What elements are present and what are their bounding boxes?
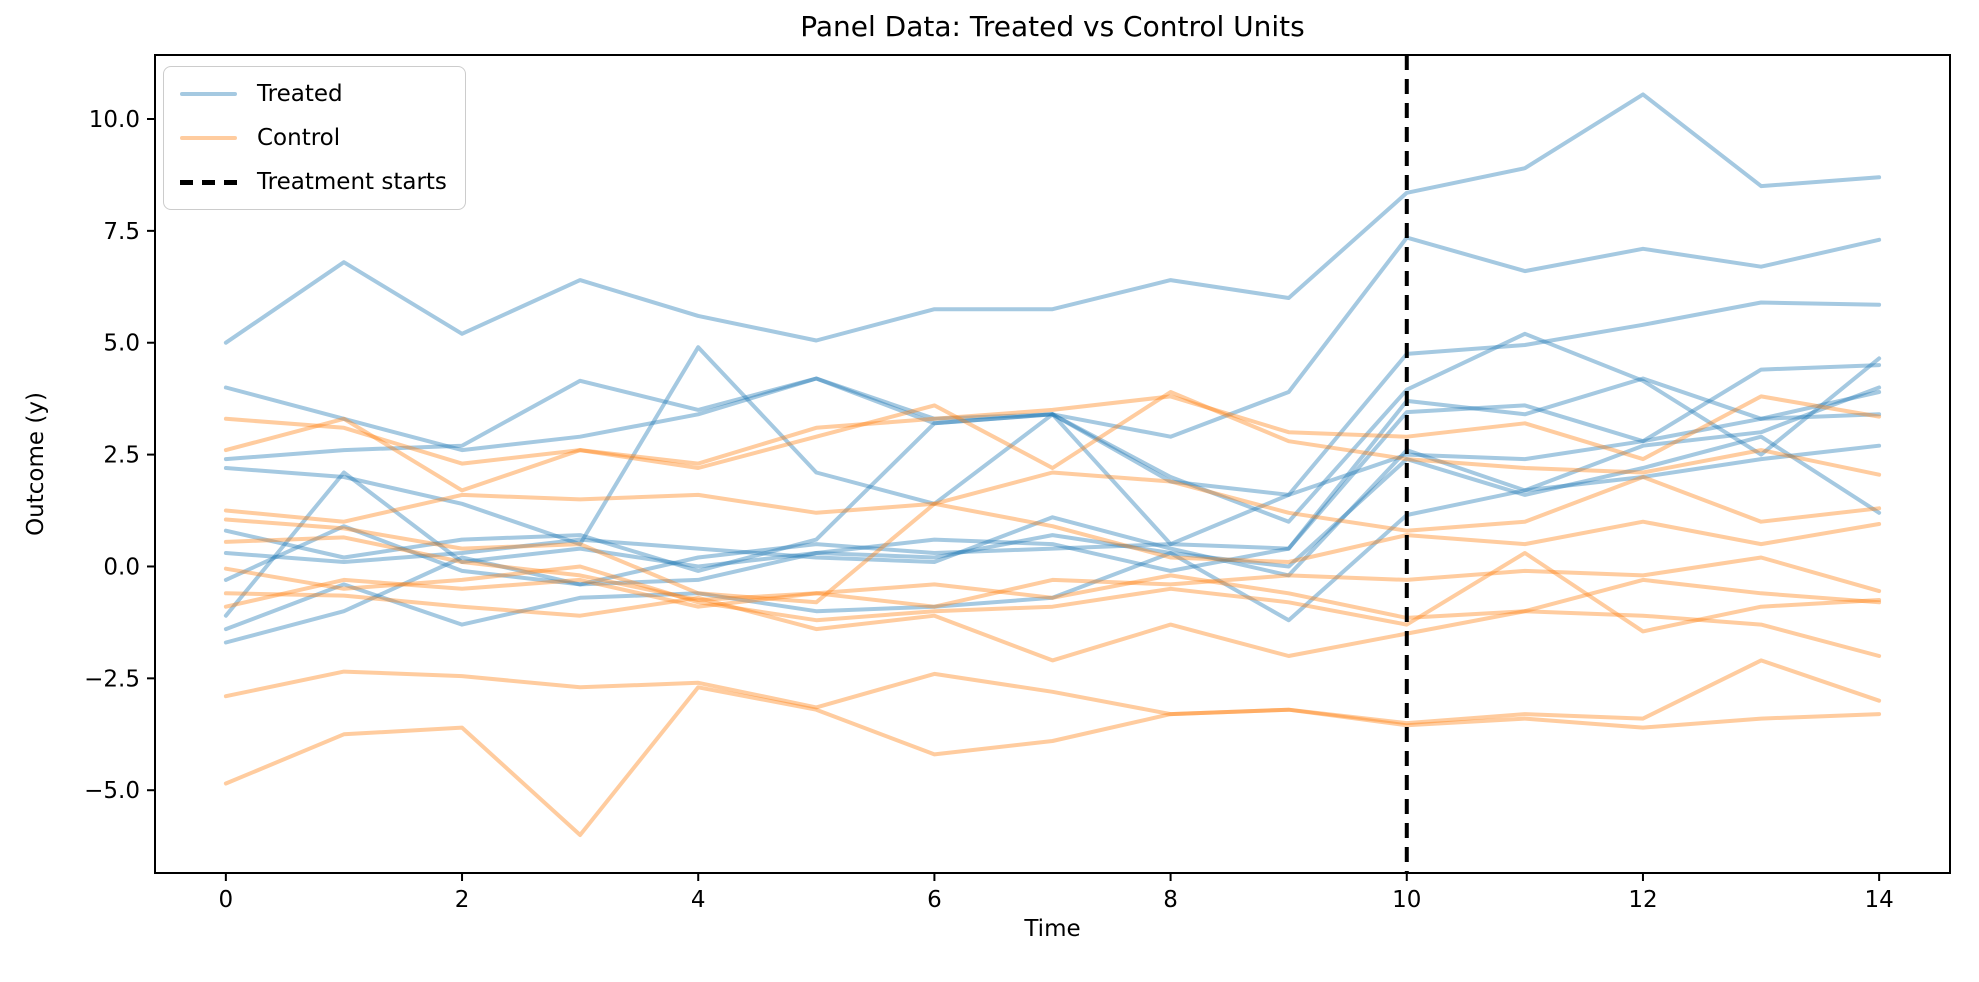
legend-label-treated: Treated (257, 81, 343, 107)
x-tick-label: 2 (455, 887, 470, 913)
legend-item-treatment-starts: Treatment starts (180, 165, 447, 199)
x-tick-label: 10 (1392, 887, 1421, 913)
series-line-treated-2 (223, 235, 1882, 453)
legend-item-treated: Treated (180, 77, 447, 111)
series-line-control-3 (223, 470, 1882, 533)
axes-frame (154, 54, 1951, 874)
y-tick-label: −5.0 (84, 778, 140, 804)
series-line-control-8 (223, 573, 1882, 620)
series-line-treated-8 (223, 376, 1882, 618)
series-line-control-7 (223, 591, 1882, 663)
y-tick-label: 5.0 (103, 331, 140, 357)
x-tick-label: 0 (219, 887, 234, 913)
series-line-control-2 (223, 390, 1882, 493)
series-line-control-5 (223, 535, 1882, 609)
series-line-control-10 (223, 658, 1882, 837)
treated-line-swatch (180, 92, 237, 96)
series-line-treated-9 (223, 443, 1882, 632)
x-tick-label: 4 (691, 887, 706, 913)
series-line-control-1 (223, 394, 1882, 466)
y-tick-label: 2.5 (103, 443, 140, 469)
series-line-treated-4 (223, 331, 1882, 547)
control-line-swatch (180, 136, 237, 140)
x-tick-label: 12 (1628, 887, 1657, 913)
x-tick-label: 8 (1163, 887, 1178, 913)
series-line-treated-1 (223, 92, 1882, 345)
x-axis-label: Time (1024, 916, 1081, 942)
legend-label-control: Control (257, 125, 341, 151)
series-line-treated-7 (223, 390, 1882, 587)
series-line-treated-10 (223, 434, 1882, 645)
series-line-treated-3 (223, 300, 1882, 497)
y-tick-label: 10.0 (89, 107, 140, 133)
y-tick-label: −2.5 (84, 666, 140, 692)
legend: Treated Control Treatment starts (163, 66, 466, 210)
chart-title: Panel Data: Treated vs Control Units (800, 10, 1305, 43)
series-line-treated-5 (223, 363, 1882, 573)
y-tick-label: 0.0 (103, 554, 140, 580)
series-line-control-6 (223, 551, 1882, 634)
treatment-starts-dashed-swatch (180, 179, 237, 185)
x-tick-label: 6 (927, 887, 942, 913)
series-line-control-4 (223, 501, 1882, 605)
series-line-treated-6 (223, 385, 1882, 578)
series-line-control-9 (223, 669, 1882, 730)
legend-item-control: Control (180, 121, 447, 155)
x-tick-label: 14 (1865, 887, 1894, 913)
y-tick-label: 7.5 (103, 219, 140, 245)
legend-label-treatment-starts: Treatment starts (257, 169, 447, 195)
